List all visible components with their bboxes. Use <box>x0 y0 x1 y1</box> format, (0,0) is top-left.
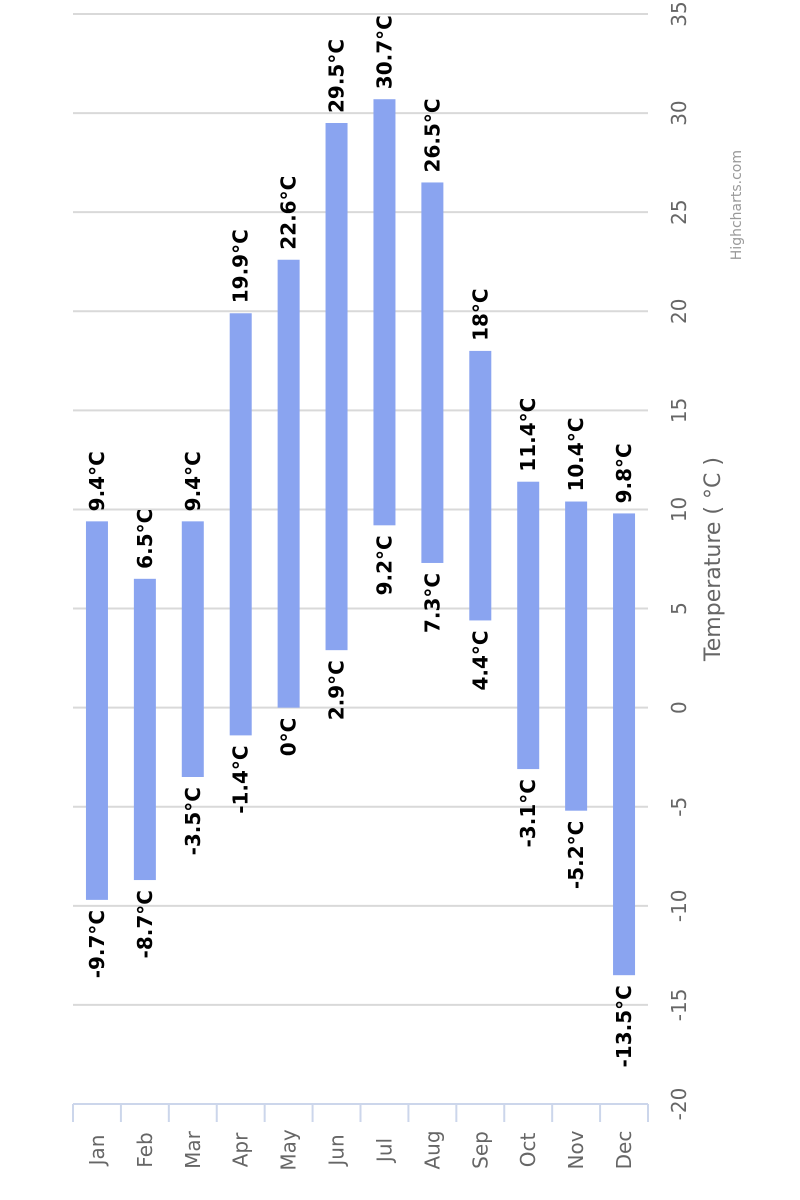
y-tick-label: 20 <box>667 299 691 324</box>
data-label-high: 22.6°C <box>277 176 301 250</box>
data-label-high: 30.7°C <box>372 15 396 89</box>
y-tick-label: 0 <box>667 701 691 714</box>
data-label-low: -3.5°C <box>181 787 205 855</box>
data-label-low: 7.3°C <box>420 573 444 633</box>
data-label-high: 9.4°C <box>85 451 109 511</box>
data-label-high: 6.5°C <box>133 509 157 569</box>
y-tick-label: -15 <box>667 989 691 1022</box>
y-tick-label: -10 <box>667 889 691 922</box>
x-tick-label: Mar <box>181 1130 205 1169</box>
range-bar <box>229 313 252 736</box>
y-tick-label: 35 <box>667 1 691 26</box>
range-bar <box>565 501 588 811</box>
range-bar <box>517 481 540 770</box>
data-label-low: -9.7°C <box>85 910 109 978</box>
range-bar <box>85 521 108 900</box>
data-label-low: -13.5°C <box>612 985 636 1067</box>
credits-text: Highcharts.com <box>729 150 745 260</box>
x-tick-label: Feb <box>133 1132 157 1167</box>
x-tick-label: Oct <box>516 1133 540 1168</box>
data-label-high: 18°C <box>468 288 492 341</box>
y-tick-label: 25 <box>667 199 691 224</box>
range-bar <box>325 123 348 651</box>
y-tick-label: -20 <box>667 1088 691 1121</box>
x-tick-label: Sep <box>468 1131 492 1169</box>
data-label-high: 11.4°C <box>516 398 540 472</box>
x-tick-label: Dec <box>612 1131 636 1170</box>
x-tick-label: May <box>277 1129 301 1171</box>
y-tick-label: 10 <box>667 497 691 522</box>
y-tick-label: 5 <box>667 602 691 615</box>
data-label-high: 9.4°C <box>181 451 205 511</box>
data-label-low: 2.9°C <box>325 660 349 720</box>
data-label-high: 10.4°C <box>564 417 588 491</box>
range-bar <box>613 513 636 976</box>
y-tick-label: 30 <box>667 100 691 125</box>
x-tick-label: Jul <box>372 1138 396 1164</box>
range-bar <box>373 99 396 526</box>
range-bar <box>469 350 492 621</box>
data-label-low: 9.2°C <box>372 535 396 595</box>
data-label-low: -1.4°C <box>229 745 253 813</box>
y-tick-label: -5 <box>667 797 691 817</box>
y-tick-label: 15 <box>667 398 691 423</box>
data-label-high: 19.9°C <box>229 229 253 303</box>
y-axis-title: Temperature ( °C ) <box>701 457 726 662</box>
range-bar <box>133 578 156 881</box>
data-label-high: 26.5°C <box>420 98 444 172</box>
range-bar <box>421 182 444 563</box>
data-label-low: -5.2°C <box>564 821 588 889</box>
x-tick-label: Jan <box>85 1135 109 1168</box>
x-tick-label: Apr <box>229 1132 253 1167</box>
data-label-low: 4.4°C <box>468 630 492 690</box>
data-label-low: -8.7°C <box>133 890 157 958</box>
range-bar <box>181 521 204 777</box>
data-label-low: 0°C <box>277 718 301 757</box>
x-tick-label: Jun <box>325 1134 349 1167</box>
x-tick-label: Nov <box>564 1130 588 1169</box>
data-label-high: 9.8°C <box>612 443 636 503</box>
data-label-low: -3.1°C <box>516 779 540 847</box>
range-bar <box>277 259 300 708</box>
data-label-high: 29.5°C <box>325 39 349 113</box>
x-tick-label: Aug <box>420 1130 444 1169</box>
